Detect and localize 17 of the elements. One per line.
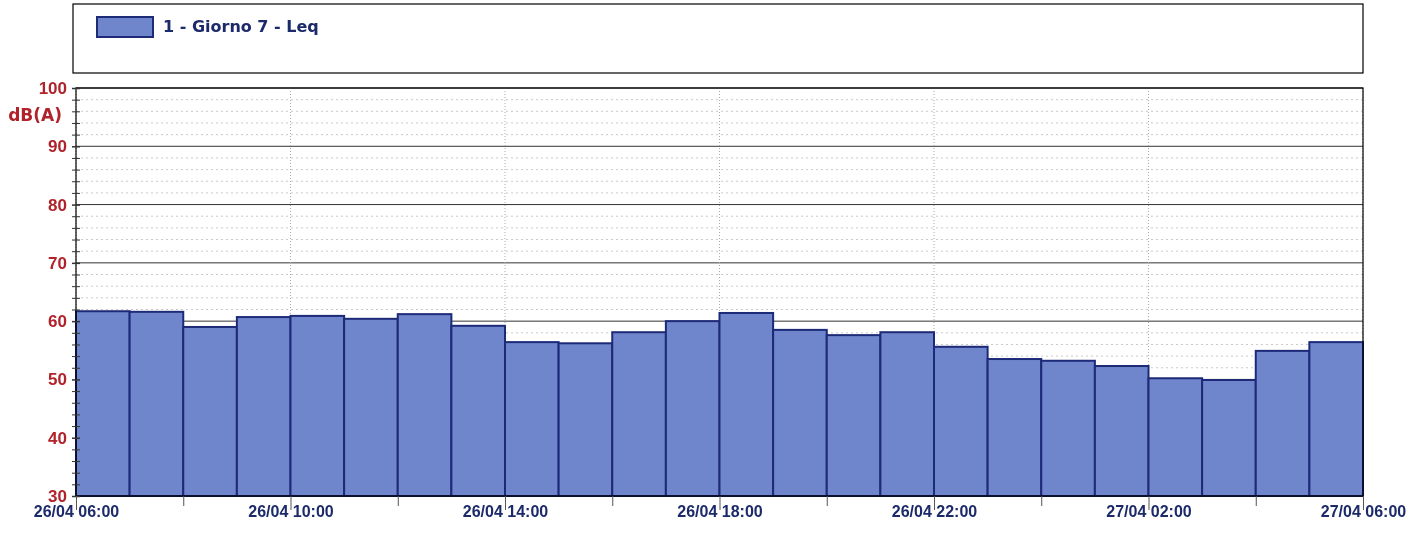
y-tick-label: 60 xyxy=(48,312,67,332)
x-tick-label: 26/04 14:00 xyxy=(462,503,549,520)
x-tick-label: 26/04 10:00 xyxy=(248,503,334,520)
y-axis-title: dB(A) xyxy=(8,105,62,125)
x-tick-label: 26/04 22:00 xyxy=(891,503,978,520)
y-tick-label: 80 xyxy=(48,195,67,215)
y-tick-label: 40 xyxy=(48,428,67,448)
y-tick-label: 30 xyxy=(48,486,67,506)
y-tick-label: 100 xyxy=(38,78,67,98)
y-tick-label: 70 xyxy=(48,253,67,273)
y-tick-label: 90 xyxy=(48,137,67,157)
legend-label: 1 - Giorno 7 - Leq xyxy=(163,17,319,36)
x-tick-label: 27/04 02:00 xyxy=(1106,503,1192,520)
x-tick-label: 26/04 06:00 xyxy=(33,503,120,520)
y-tick-label: 50 xyxy=(48,370,67,390)
x-tick-label: 27/04 06:00 xyxy=(1320,503,1407,520)
x-tick-label: 26/04 18:00 xyxy=(677,503,763,520)
